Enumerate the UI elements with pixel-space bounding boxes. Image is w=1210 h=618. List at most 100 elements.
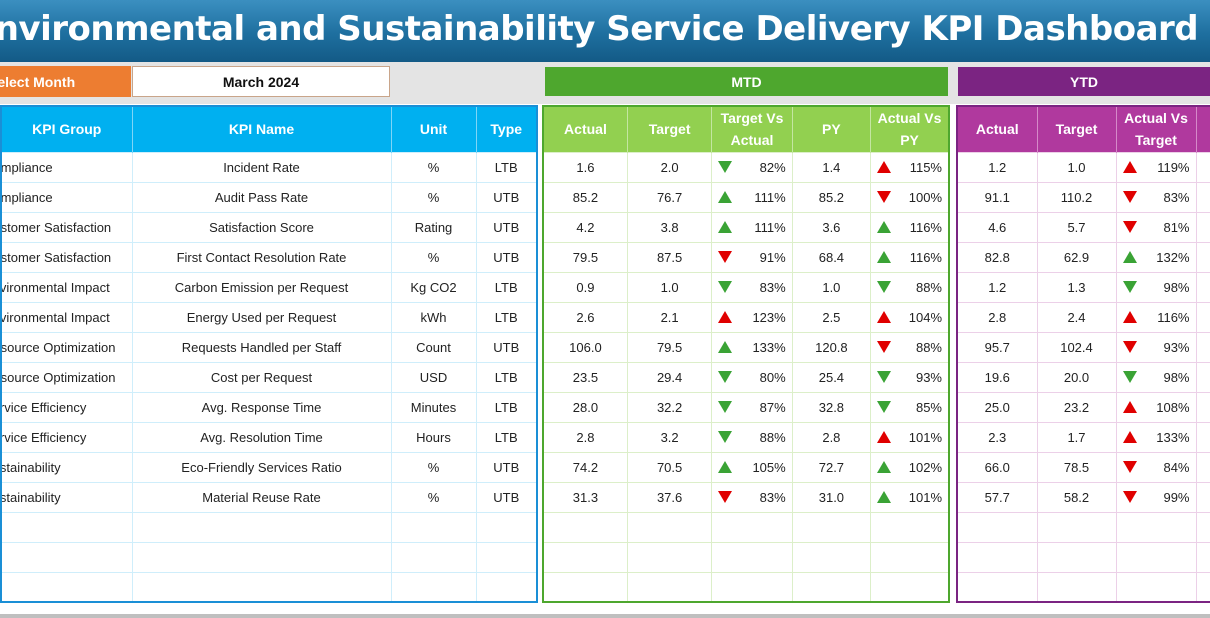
mtd-target-vs-actual-cell-wrap: 111%: [713, 220, 792, 235]
mtd-target-vs-actual-cell: 133%: [711, 331, 793, 362]
mtd-actual-vs-py-cell-wrap: 88%: [872, 280, 948, 295]
kpi-unit-cell: %: [390, 181, 476, 212]
mtd-target-vs-actual-cell-wrap: 83%: [713, 279, 792, 295]
kpi-type-cell: LTB: [475, 151, 537, 182]
ytd-actual-cell: 2.8: [956, 301, 1037, 332]
kpi-unit-cell: Minutes: [390, 391, 476, 422]
kpi-name-cell: Eco-Friendly Services Ratio: [131, 451, 391, 482]
ytd-target-cell: 1.3: [1036, 271, 1116, 302]
empty-cell: [475, 511, 537, 542]
triangle-down-icon: [877, 191, 892, 203]
kpi-row: Environmental Impact Energy Used per Requ…: [0, 301, 537, 332]
ytd-overflow-cell: [1195, 301, 1210, 332]
empty-row: [956, 541, 1210, 572]
mtd-target-cell: 2.1: [626, 301, 712, 332]
kpi-type-cell: LTB: [475, 271, 537, 302]
ytd-row: 2.3 1.7 133%: [956, 421, 1210, 452]
empty-row: [542, 541, 949, 572]
ytd-actual-vs-target-cell-wrap: 83%: [1117, 190, 1196, 205]
mtd-actual-cell: 85.2: [542, 181, 628, 212]
down-arrow-shape: [877, 281, 892, 293]
mtd-py-cell: 1.4: [791, 151, 871, 182]
ytd-actual-cell: 19.6: [956, 361, 1037, 392]
kpi-name-cell: Incident Rate: [131, 151, 391, 182]
down-arrow-shape: [718, 161, 733, 173]
kpi-type-cell: LTB: [475, 301, 537, 332]
triangle-down-icon: [718, 431, 733, 443]
kpi-unit-cell: %: [390, 451, 476, 482]
down-arrow-shape: [718, 281, 733, 293]
mtd-actual-vs-py-cell: 100%: [870, 181, 949, 212]
up-arrow-shape: [877, 491, 892, 503]
mtd-actual-vs-py-cell-value: 88%: [915, 339, 942, 355]
mtd-actual-vs-py-cell: 116%: [870, 211, 949, 242]
ytd-actual-vs-target-cell-value: 119%: [1157, 159, 1190, 175]
kpi-unit-cell: Hours: [390, 421, 476, 452]
mtd-target-vs-actual-cell-value: 123%: [752, 309, 786, 325]
mtd-row: 23.5 29.4 80% 25.4 93%: [542, 361, 949, 392]
ytd-target-cell: 23.2: [1036, 391, 1116, 422]
ytd-actual-vs-target-cell-wrap: 98%: [1117, 370, 1196, 385]
mtd-target-vs-actual-cell: 83%: [711, 271, 793, 302]
mtd-table: Actual Target Target Vs Actual PY Actual Vs PY…: [542, 105, 950, 603]
ytd-header-0: Actual: [956, 106, 1037, 152]
empty-cell: [475, 571, 537, 602]
empty-cell: [956, 511, 1037, 542]
mtd-actual-vs-py-cell-wrap: 101%: [872, 430, 948, 445]
triangle-up-icon: [1122, 311, 1137, 323]
ytd-actual-vs-target-cell-value: 132%: [1156, 249, 1190, 265]
ytd-actual-vs-target-cell-value: 99%: [1163, 489, 1190, 505]
ytd-actual-cell: 66.0: [956, 451, 1037, 482]
mtd-target-vs-actual-cell: 80%: [711, 361, 793, 392]
mtd-actual-cell: 2.6: [542, 301, 628, 332]
ytd-row: 95.7 102.4 93%: [956, 331, 1210, 362]
ytd-actual-vs-target-cell-wrap: 84%: [1117, 460, 1196, 475]
kpi-name-cell: Avg. Response Time: [131, 391, 391, 422]
mtd-actual-vs-py-cell-wrap: 85%: [872, 400, 948, 415]
mtd-target-cell: 32.2: [626, 391, 712, 422]
kpi-group-text: Sustainability: [2, 489, 61, 505]
kpi-row: Customer Satisfaction First Contact Resol…: [0, 241, 537, 272]
down-arrow-shape: [718, 491, 733, 503]
up-arrow-shape: [877, 311, 892, 323]
triangle-down-icon: [1122, 281, 1137, 293]
empty-cell: [131, 511, 391, 542]
mtd-actual-vs-py-cell-value: 115%: [909, 159, 942, 175]
ytd-actual-vs-target-cell: 81%: [1115, 211, 1196, 242]
mtd-target-vs-actual-cell-value: 83%: [759, 489, 786, 505]
mtd-row: 4.2 3.8 111% 3.6 116%: [542, 211, 949, 242]
kpi-group-cell: Customer Satisfaction: [0, 241, 132, 272]
empty-cell: [626, 511, 712, 542]
ytd-actual-vs-target-cell-wrap: 93%: [1117, 340, 1196, 355]
up-arrow-shape: [718, 221, 733, 233]
triangle-up-icon: [718, 341, 733, 353]
kpi-unit-cell: Count: [390, 331, 476, 362]
ytd-target-cell: 110.2: [1036, 181, 1116, 212]
empty-cell: [956, 571, 1037, 602]
ytd-actual-vs-target-cell-value: 98%: [1163, 369, 1190, 385]
mtd-row: 2.8 3.2 88% 2.8 101%: [542, 421, 949, 452]
down-arrow-shape: [877, 191, 892, 203]
mtd-target-cell: 1.0: [626, 271, 712, 302]
mtd-actual-cell: 74.2: [542, 451, 628, 482]
down-arrow-shape: [877, 401, 892, 413]
triangle-up-icon: [1122, 431, 1137, 443]
mtd-actual-vs-py-cell-value: 104%: [908, 309, 942, 325]
ytd-overflow-cell: [1195, 361, 1210, 392]
mtd-actual-vs-py-cell-wrap: 116%: [872, 220, 948, 235]
up-arrow-shape: [1122, 311, 1137, 323]
mtd-target-cell: 87.5: [626, 241, 712, 272]
mtd-target-vs-actual-cell-wrap: 87%: [713, 400, 792, 415]
title-bar: Environmental and Sustainability Service…: [0, 0, 1210, 62]
mtd-actual-vs-py-cell-wrap: 116%: [872, 250, 948, 265]
ytd-overflow-cell: [1195, 391, 1210, 422]
mtd-target-vs-actual-cell: 123%: [711, 301, 793, 332]
month-selector[interactable]: March 2024: [132, 66, 390, 97]
mtd-header-4: Actual Vs PY: [870, 106, 949, 152]
ytd-actual-vs-target-cell: 119%: [1115, 151, 1196, 182]
down-arrow-shape: [718, 401, 733, 413]
mtd-target-vs-actual-cell-value: 83%: [759, 279, 786, 295]
kpi-type-cell: UTB: [475, 211, 537, 242]
mtd-py-cell: 2.8: [791, 421, 871, 452]
mtd-actual-vs-py-cell-wrap: 102%: [872, 460, 948, 475]
